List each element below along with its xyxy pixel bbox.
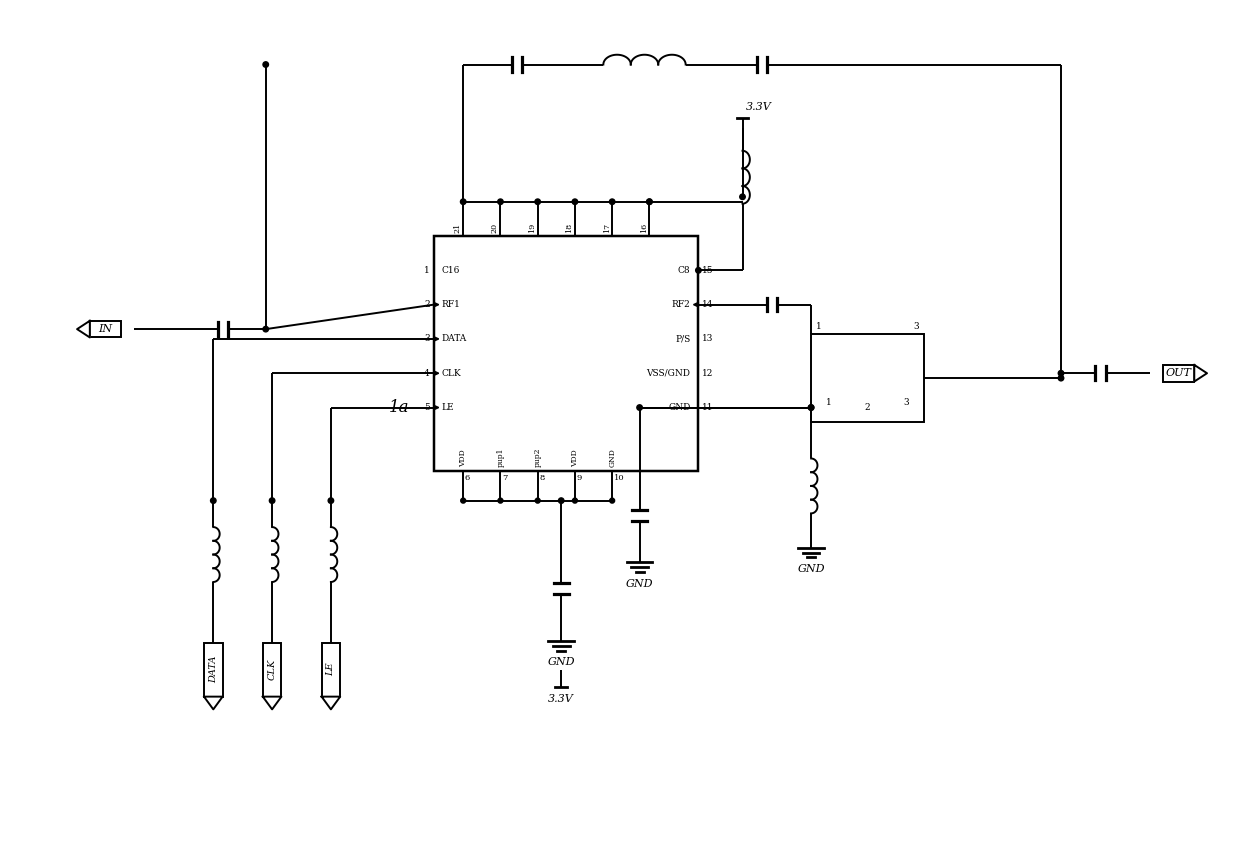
Text: 21: 21 [454, 223, 461, 233]
Circle shape [1058, 375, 1064, 381]
Circle shape [610, 499, 615, 503]
Circle shape [329, 498, 334, 504]
Circle shape [558, 498, 564, 504]
Text: 15: 15 [702, 266, 714, 275]
Text: 5: 5 [424, 403, 430, 412]
Bar [811, 334, 924, 422]
Text: 7: 7 [502, 474, 507, 482]
Bar [263, 642, 281, 696]
Polygon shape [434, 406, 439, 410]
Circle shape [497, 199, 503, 205]
Text: IN: IN [98, 324, 113, 334]
Text: 4: 4 [424, 368, 430, 378]
Circle shape [646, 199, 652, 205]
Text: 18: 18 [565, 223, 573, 233]
Text: 1: 1 [424, 266, 430, 275]
Text: RF1: RF1 [441, 300, 460, 310]
Text: 3: 3 [424, 335, 430, 343]
Polygon shape [434, 303, 439, 307]
Text: VDD: VDD [570, 450, 579, 467]
Text: 16: 16 [640, 223, 649, 233]
Polygon shape [205, 696, 223, 709]
Text: 6: 6 [465, 474, 470, 482]
Text: 19: 19 [528, 223, 536, 233]
Text: GND: GND [668, 403, 691, 412]
Text: 3: 3 [914, 322, 919, 331]
Circle shape [211, 498, 216, 504]
Text: pup2: pup2 [533, 448, 542, 467]
Text: C8: C8 [678, 266, 691, 275]
Text: GND: GND [608, 448, 616, 467]
Circle shape [536, 499, 541, 503]
Circle shape [1058, 370, 1064, 376]
Circle shape [696, 268, 701, 273]
Text: OUT: OUT [1166, 368, 1192, 378]
Text: 3.3V: 3.3V [745, 101, 771, 112]
Text: GND: GND [797, 564, 825, 574]
Text: 12: 12 [702, 368, 714, 378]
Circle shape [646, 199, 652, 205]
Bar [205, 642, 223, 696]
Polygon shape [263, 696, 281, 709]
Text: 1a: 1a [389, 399, 409, 416]
Circle shape [498, 499, 503, 503]
Polygon shape [434, 336, 439, 341]
Circle shape [263, 326, 269, 332]
Text: 10: 10 [614, 474, 624, 482]
Polygon shape [693, 303, 698, 307]
Text: LE: LE [441, 403, 454, 412]
Text: 14: 14 [702, 300, 714, 310]
Text: 20: 20 [491, 223, 498, 233]
Circle shape [609, 199, 615, 205]
Polygon shape [77, 321, 89, 337]
Text: VDD: VDD [459, 450, 467, 467]
Text: GND: GND [547, 657, 575, 668]
Circle shape [808, 405, 813, 410]
Circle shape [573, 499, 578, 503]
Text: 9: 9 [577, 474, 582, 482]
Text: 3: 3 [904, 398, 909, 407]
Text: LE: LE [326, 663, 335, 676]
Bar [1163, 365, 1194, 381]
Text: pup1: pup1 [496, 448, 505, 467]
Circle shape [263, 62, 269, 68]
Text: DATA: DATA [441, 335, 467, 343]
Text: 3.3V: 3.3V [548, 694, 574, 704]
Text: CLK: CLK [268, 659, 277, 681]
Polygon shape [434, 371, 439, 375]
Circle shape [740, 194, 745, 199]
Text: 17: 17 [603, 223, 610, 233]
Bar [321, 642, 340, 696]
Text: 2: 2 [424, 300, 430, 310]
Text: C16: C16 [441, 266, 460, 275]
Text: RF2: RF2 [672, 300, 691, 310]
Text: DATA: DATA [208, 656, 218, 683]
Text: 1: 1 [826, 398, 832, 407]
Text: 1: 1 [816, 322, 822, 331]
Circle shape [572, 199, 578, 205]
Bar [89, 321, 122, 337]
Text: VSS/GND: VSS/GND [646, 368, 691, 378]
Circle shape [534, 199, 541, 205]
Circle shape [637, 405, 642, 410]
Text: CLK: CLK [441, 368, 461, 378]
Text: 2: 2 [864, 403, 870, 412]
Circle shape [461, 499, 466, 503]
Circle shape [460, 199, 466, 205]
Text: GND: GND [626, 579, 653, 589]
Polygon shape [1194, 365, 1207, 381]
Text: 8: 8 [539, 474, 544, 482]
Polygon shape [321, 696, 340, 709]
Text: 11: 11 [702, 403, 714, 412]
Bar [434, 236, 698, 472]
Text: 13: 13 [702, 335, 714, 343]
Circle shape [269, 498, 275, 504]
Text: P/S: P/S [676, 335, 691, 343]
Circle shape [808, 405, 813, 410]
